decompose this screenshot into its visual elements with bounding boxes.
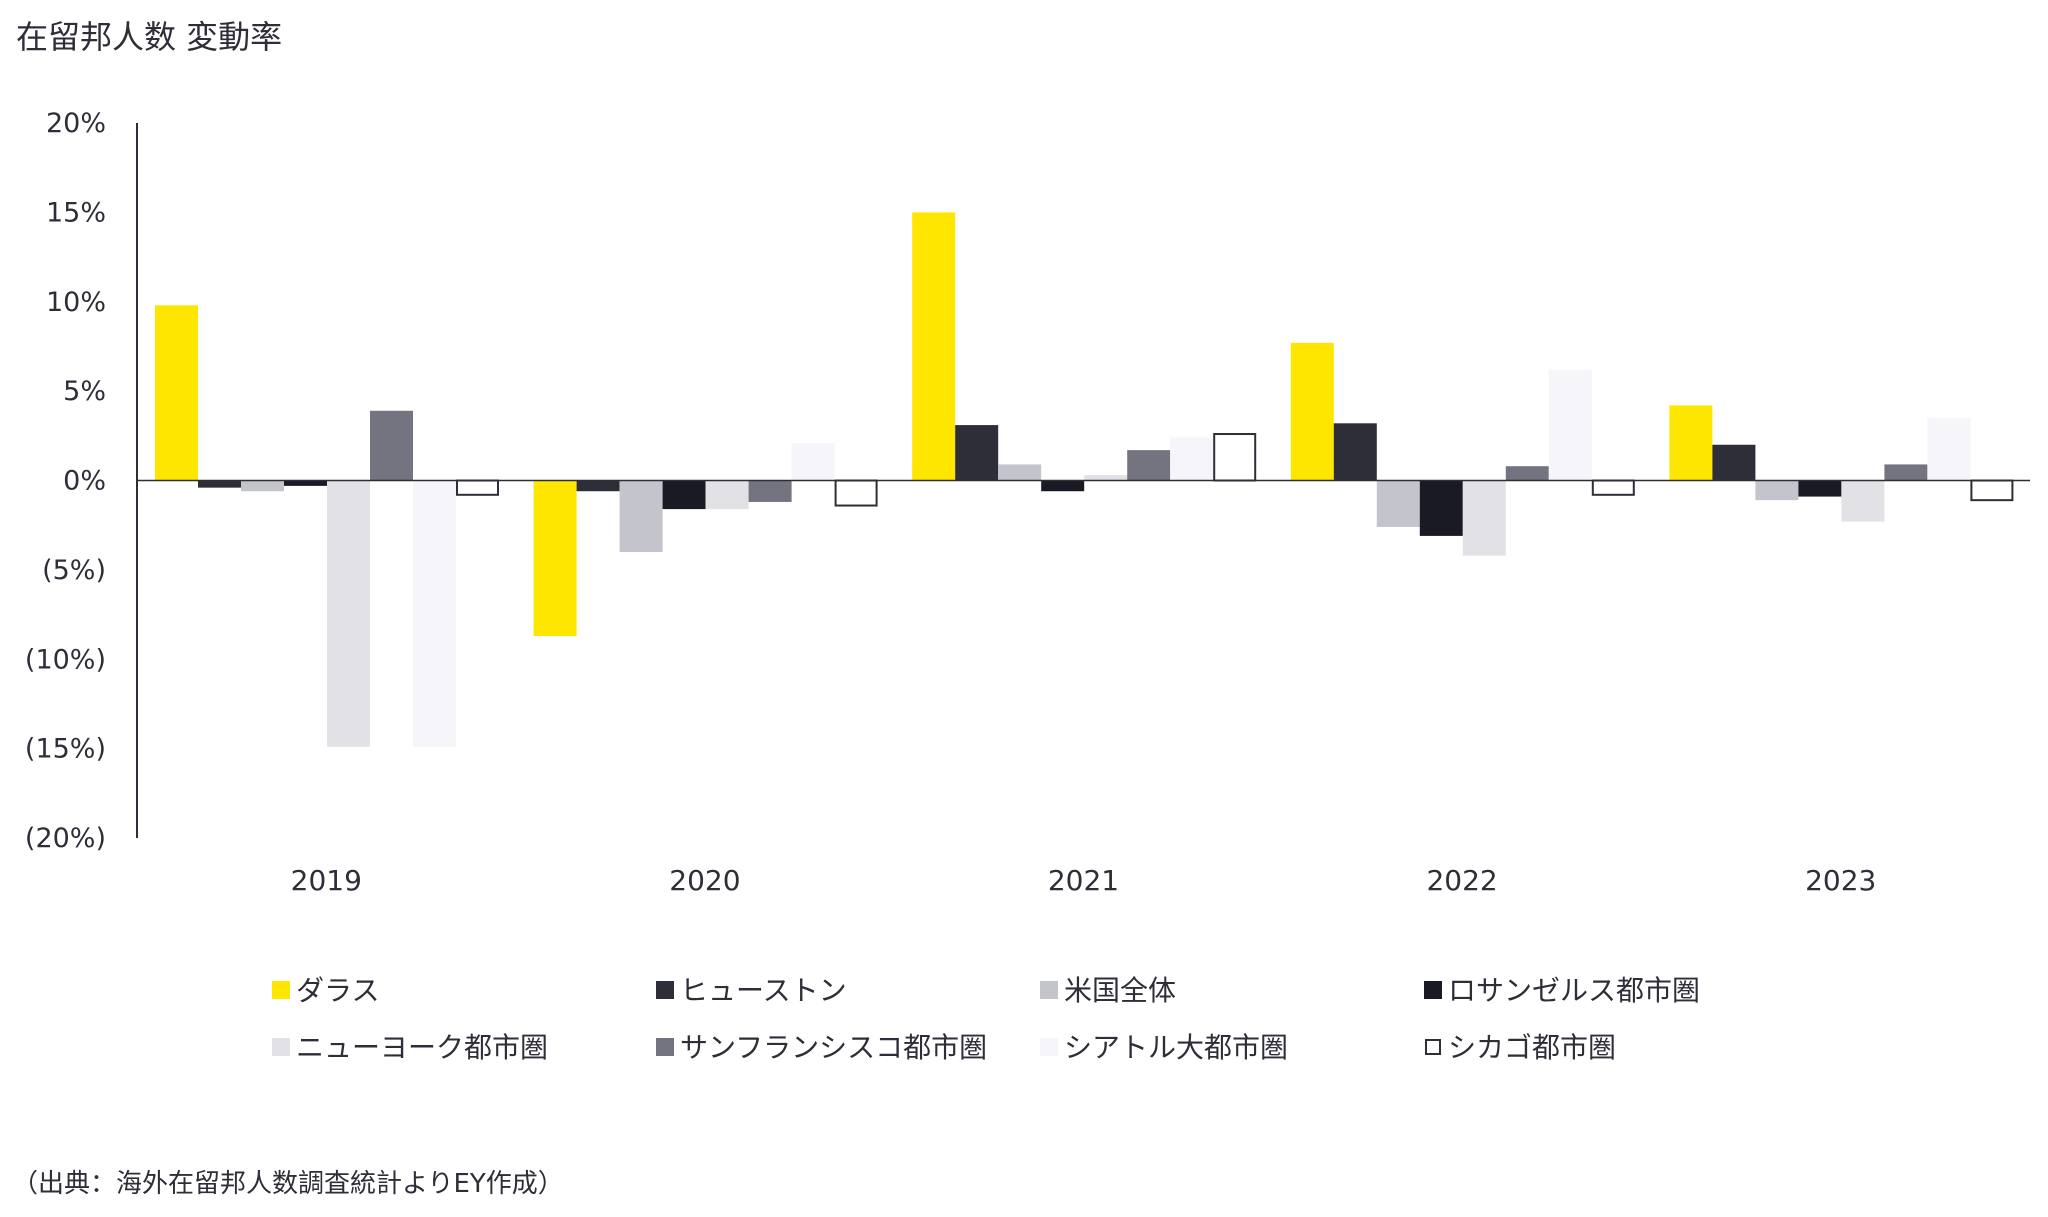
y-tick-label: (20%) xyxy=(25,823,106,854)
bar xyxy=(1333,423,1377,481)
legend-label: ニューヨーク都市圏 xyxy=(296,1031,548,1064)
bar xyxy=(1127,450,1171,481)
y-tick-label: (15%) xyxy=(25,734,106,765)
bar xyxy=(1591,479,1635,496)
bar xyxy=(1548,369,1592,481)
chart-title: 在留邦人数 変動率 xyxy=(16,18,282,56)
legend-swatch xyxy=(272,1038,290,1056)
legend-swatch xyxy=(1424,981,1442,999)
y-tick-label: 5% xyxy=(63,376,106,407)
x-tick-label: 2020 xyxy=(669,864,740,897)
x-tick-label: 2019 xyxy=(291,864,362,897)
x-axis-tick-labels: 2019 2020 2021 2022 2023 xyxy=(291,864,1877,897)
source-note: （出典：海外在留邦人数調査統計よりEY作成） xyxy=(12,1169,564,1199)
legend-swatch xyxy=(656,1038,674,1056)
bar xyxy=(1376,480,1420,527)
legend-label: シカゴ都市圏 xyxy=(1448,1031,1616,1064)
bar xyxy=(1712,444,1756,481)
bar xyxy=(998,464,1042,481)
bar xyxy=(1041,480,1085,492)
bar xyxy=(1084,475,1128,481)
bar xyxy=(327,480,370,747)
bar xyxy=(1970,479,2014,502)
legend-swatch xyxy=(272,981,290,999)
bar xyxy=(1755,480,1799,501)
x-tick-label: 2021 xyxy=(1048,864,1119,897)
bar xyxy=(1927,417,1971,481)
legend-label: シアトル大都市圏 xyxy=(1064,1031,1288,1064)
legend-swatch xyxy=(656,981,674,999)
bar xyxy=(955,425,999,481)
legend-label: ヒューストン xyxy=(680,974,847,1007)
legend-swatch xyxy=(1040,981,1058,999)
bar xyxy=(1462,480,1506,556)
bar xyxy=(1669,405,1713,481)
y-tick-label: (10%) xyxy=(25,644,106,675)
y-tick-label: 15% xyxy=(46,197,106,228)
legend-swatch xyxy=(1040,1038,1058,1056)
y-tick-label: (5%) xyxy=(42,555,106,586)
bar xyxy=(1213,433,1257,482)
bar xyxy=(1884,464,1928,481)
legend-label: サンフランシスコ都市圏 xyxy=(680,1031,987,1064)
bar xyxy=(1798,480,1842,497)
bar xyxy=(413,480,456,747)
bar xyxy=(834,479,878,507)
bar xyxy=(748,480,792,502)
bar xyxy=(662,480,706,510)
bars xyxy=(155,212,2014,747)
y-tick-label: 20% xyxy=(46,108,106,139)
bar xyxy=(576,480,620,492)
bar xyxy=(198,480,241,488)
bar xyxy=(284,480,327,486)
legend-swatch xyxy=(1425,1039,1441,1055)
y-axis-tick-labels: 20% 15% 10% 5% 0% (5%) (10%) (15%) (20%) xyxy=(25,108,106,854)
bar xyxy=(1505,466,1549,481)
y-tick-label: 0% xyxy=(63,466,106,497)
bar xyxy=(1290,342,1334,481)
bar xyxy=(791,442,835,481)
bar xyxy=(619,480,663,552)
bar xyxy=(705,480,749,510)
bar xyxy=(1170,437,1214,481)
y-tick-label: 10% xyxy=(46,287,106,318)
legend-label: ロサンゼルス都市圏 xyxy=(1448,974,1700,1007)
bar xyxy=(370,410,413,481)
legend-label: ダラス xyxy=(296,974,379,1007)
x-tick-label: 2023 xyxy=(1805,864,1876,897)
bar xyxy=(456,479,499,496)
bar xyxy=(912,212,956,481)
bar xyxy=(241,480,284,492)
bar xyxy=(155,305,198,481)
bar xyxy=(1841,480,1885,522)
legend-label: 米国全体 xyxy=(1064,974,1176,1007)
bar xyxy=(1419,480,1463,536)
x-tick-label: 2022 xyxy=(1426,864,1497,897)
bar xyxy=(533,480,577,637)
